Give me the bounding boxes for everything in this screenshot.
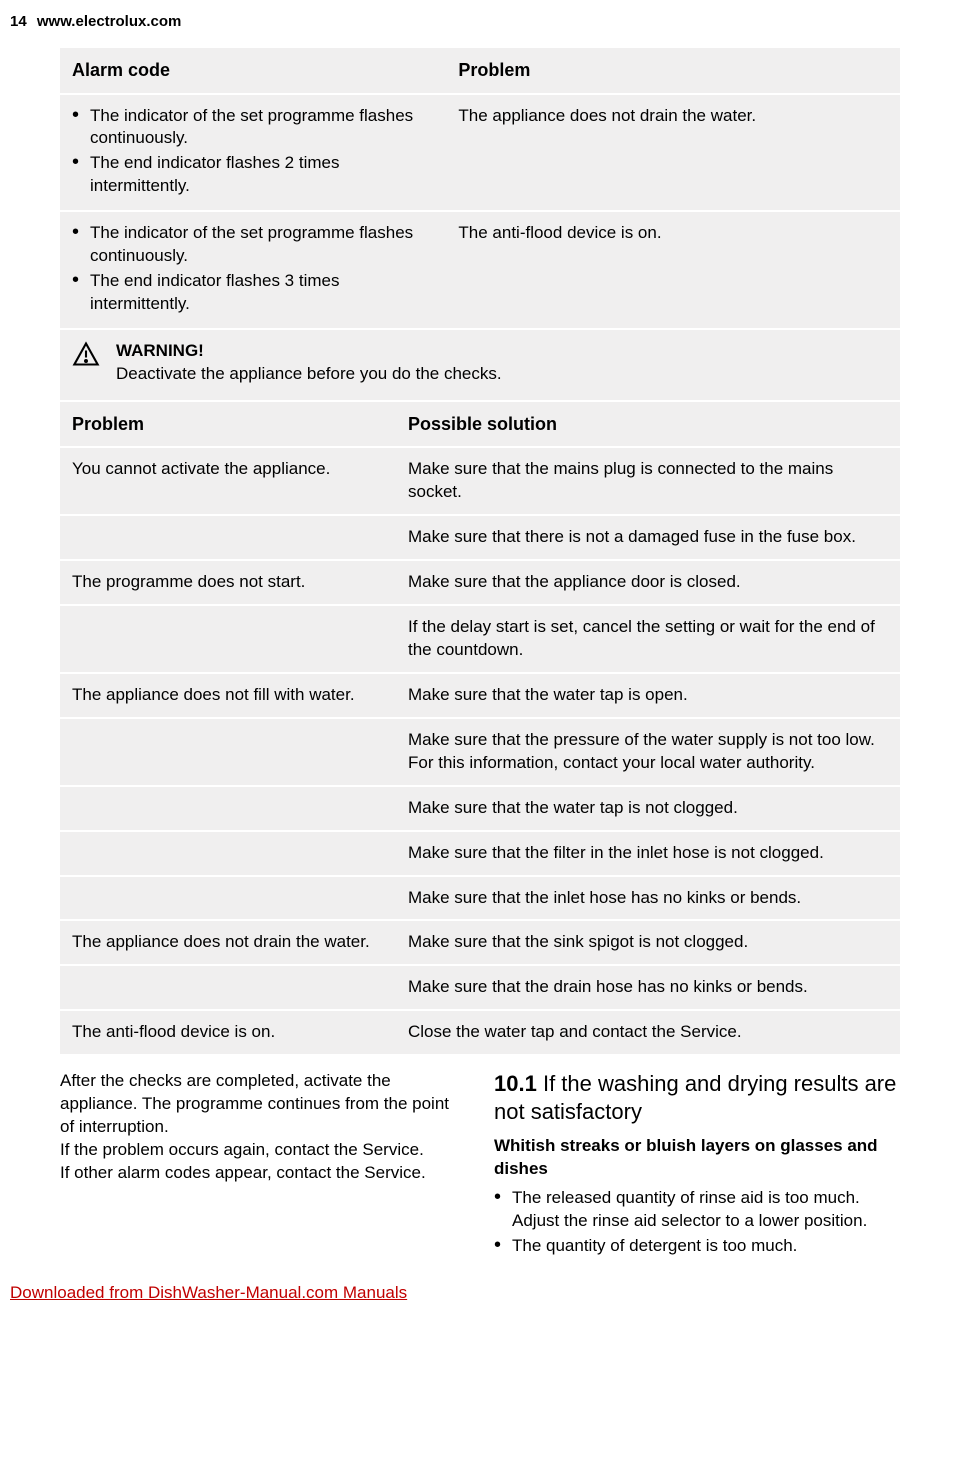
solution-cell: Make sure that the filter in the inlet h…	[396, 831, 900, 876]
solution-cell: Make sure that the water tap is not clog…	[396, 786, 900, 831]
solution-cell: Make sure that there is not a damaged fu…	[396, 515, 900, 560]
table-row: The indicator of the set programme flash…	[60, 94, 900, 212]
problem-cell: The appliance does not drain the water.	[60, 920, 396, 965]
table-row: You cannot activate the appliance.Make s…	[60, 447, 900, 515]
warning-body: Deactivate the appliance before you do t…	[116, 363, 502, 386]
problem-cell	[60, 965, 396, 1010]
table-row: Make sure that the inlet hose has no kin…	[60, 876, 900, 921]
table-row: The anti-flood device is on.Close the wa…	[60, 1010, 900, 1055]
solution-cell: Make sure that the water tap is open.	[396, 673, 900, 718]
section-bullets: The released quantity of rinse aid is to…	[494, 1187, 900, 1258]
solution-cell: Make sure that the mains plug is connect…	[396, 447, 900, 515]
table-row: Make sure that the filter in the inlet h…	[60, 831, 900, 876]
problem-cell: The anti-flood device is on.	[60, 1010, 396, 1055]
after-p3: If other alarm codes appear, contact the…	[60, 1162, 466, 1185]
warning-icon	[72, 340, 100, 386]
list-item: The end indicator flashes 3 times interm…	[72, 270, 434, 316]
solution-cell: If the delay start is set, cancel the se…	[396, 605, 900, 673]
problem-cell	[60, 831, 396, 876]
list-item: The indicator of the set programme flash…	[72, 105, 434, 151]
alarm-problem: The appliance does not drain the water.	[446, 94, 900, 212]
problem-cell: The appliance does not fill with water.	[60, 673, 396, 718]
table-row: The programme does not start.Make sure t…	[60, 560, 900, 605]
problem-cell: You cannot activate the appliance.	[60, 447, 396, 515]
problem-cell	[60, 515, 396, 560]
table-row: Make sure that the water tap is not clog…	[60, 786, 900, 831]
solution-cell: Make sure that the appliance door is clo…	[396, 560, 900, 605]
table-row: Make sure that the pressure of the water…	[60, 718, 900, 786]
list-item: The quantity of detergent is too much.	[494, 1235, 900, 1258]
table-row: If the delay start is set, cancel the se…	[60, 605, 900, 673]
problem-cell: The programme does not start.	[60, 560, 396, 605]
table-row: The indicator of the set programme flash…	[60, 211, 900, 329]
warning-block: WARNING! Deactivate the appliance before…	[60, 330, 900, 402]
list-item: The released quantity of rinse aid is to…	[494, 1187, 900, 1233]
section-sub: Whitish streaks or bluish layers on glas…	[494, 1135, 900, 1181]
warning-text: WARNING! Deactivate the appliance before…	[116, 340, 502, 386]
table-row: Make sure that there is not a damaged fu…	[60, 515, 900, 560]
section-num: 10.1	[494, 1071, 537, 1096]
after-checks-col: After the checks are completed, activate…	[60, 1070, 466, 1260]
problem-cell	[60, 786, 396, 831]
solution-cell: Make sure that the sink spigot is not cl…	[396, 920, 900, 965]
after-p1: After the checks are completed, activate…	[60, 1070, 466, 1139]
table-row: The appliance does not fill with water.M…	[60, 673, 900, 718]
alarm-code-table: Alarm code Problem The indicator of the …	[60, 48, 900, 330]
table-row: Make sure that the drain hose has no kin…	[60, 965, 900, 1010]
solution-cell: Make sure that the pressure of the water…	[396, 718, 900, 786]
problem-cell	[60, 876, 396, 921]
alarm-head-right: Problem	[446, 48, 900, 93]
problem-head-right: Possible solution	[396, 402, 900, 447]
problem-solution-table: Problem Possible solution You cannot act…	[60, 402, 900, 1056]
warning-title: WARNING!	[116, 340, 502, 363]
alarm-problem: The anti-flood device is on.	[446, 211, 900, 329]
table-row: The appliance does not drain the water.M…	[60, 920, 900, 965]
site-url: www.electrolux.com	[37, 13, 182, 30]
alarm-head-left: Alarm code	[60, 48, 446, 93]
section-text: If the washing and drying results are no…	[494, 1071, 896, 1124]
solution-cell: Close the water tap and contact the Serv…	[396, 1010, 900, 1055]
page-number: 14	[10, 12, 27, 32]
page-header: 14 www.electrolux.com	[10, 12, 900, 32]
solution-cell: Make sure that the drain hose has no kin…	[396, 965, 900, 1010]
bottom-columns: After the checks are completed, activate…	[60, 1070, 900, 1260]
problem-cell	[60, 605, 396, 673]
download-footer-link[interactable]: Downloaded from DishWasher-Manual.com Ma…	[10, 1282, 407, 1305]
problem-cell	[60, 718, 396, 786]
alarm-list: The indicator of the set programme flash…	[72, 222, 434, 316]
solution-cell: Make sure that the inlet hose has no kin…	[396, 876, 900, 921]
section-101-title: 10.1 If the washing and drying results a…	[494, 1070, 900, 1125]
section-101-col: 10.1 If the washing and drying results a…	[494, 1070, 900, 1260]
list-item: The indicator of the set programme flash…	[72, 222, 434, 268]
problem-head-left: Problem	[60, 402, 396, 447]
alarm-list: The indicator of the set programme flash…	[72, 105, 434, 199]
list-item: The end indicator flashes 2 times interm…	[72, 152, 434, 198]
after-p2: If the problem occurs again, contact the…	[60, 1139, 466, 1162]
